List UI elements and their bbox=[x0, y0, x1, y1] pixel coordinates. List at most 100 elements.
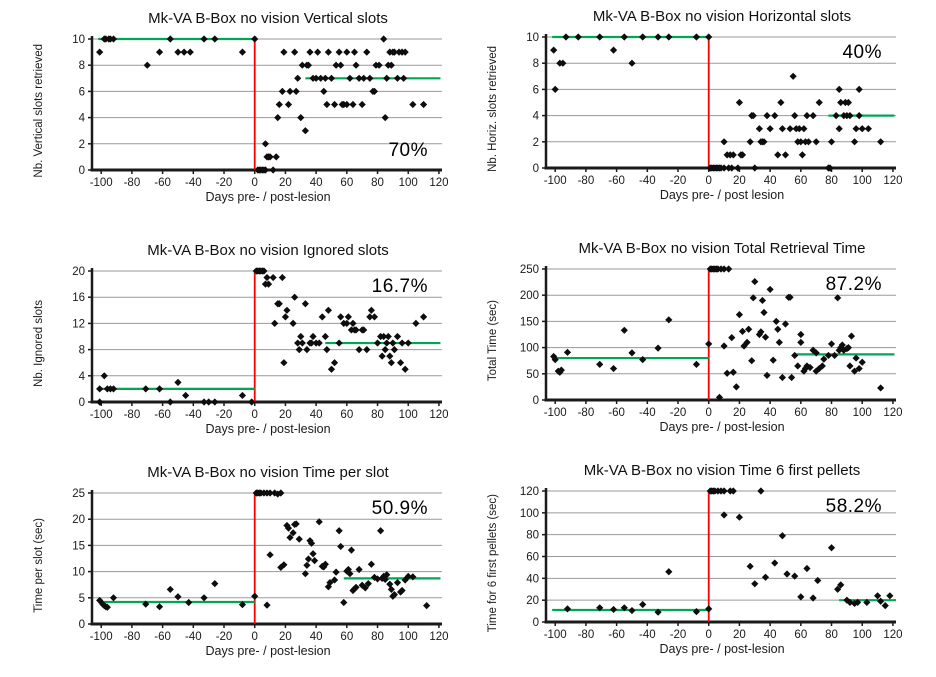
svg-text:60: 60 bbox=[794, 175, 807, 187]
svg-text:-60: -60 bbox=[608, 175, 625, 187]
svg-text:-40: -40 bbox=[639, 407, 656, 419]
svg-text:0: 0 bbox=[79, 397, 85, 409]
svg-text:60: 60 bbox=[526, 552, 539, 564]
svg-text:-40: -40 bbox=[185, 409, 202, 421]
svg-text:16: 16 bbox=[72, 292, 85, 304]
y-axis-label: Total Time (sec) bbox=[487, 300, 499, 382]
svg-text:150: 150 bbox=[520, 316, 539, 328]
svg-text:80: 80 bbox=[825, 629, 838, 641]
svg-text:200: 200 bbox=[520, 290, 539, 302]
svg-text:0: 0 bbox=[252, 409, 258, 421]
svg-text:100: 100 bbox=[520, 343, 539, 355]
svg-text:120: 120 bbox=[429, 177, 448, 189]
svg-text:8: 8 bbox=[533, 58, 539, 70]
svg-text:120: 120 bbox=[429, 409, 448, 421]
svg-text:0: 0 bbox=[252, 631, 258, 643]
svg-text:-80: -80 bbox=[124, 631, 141, 643]
svg-text:0: 0 bbox=[533, 617, 539, 629]
svg-text:20: 20 bbox=[72, 266, 85, 278]
svg-text:100: 100 bbox=[399, 409, 418, 421]
svg-text:20: 20 bbox=[733, 175, 746, 187]
svg-text:-20: -20 bbox=[216, 177, 233, 189]
svg-text:10: 10 bbox=[72, 567, 85, 579]
svg-text:100: 100 bbox=[853, 175, 872, 187]
y-axis-label: Nb. Horiz. slots retrieved bbox=[487, 46, 499, 172]
svg-text:10: 10 bbox=[72, 34, 85, 46]
plot-area: 0 50 100 150 200 250 -100 -80 -60 -40 -20 0 20 40 60 80… bbox=[520, 264, 902, 419]
svg-text:-40: -40 bbox=[185, 631, 202, 643]
svg-text:-60: -60 bbox=[154, 631, 171, 643]
svg-text:40: 40 bbox=[310, 177, 323, 189]
svg-text:60: 60 bbox=[340, 177, 353, 189]
svg-text:80: 80 bbox=[825, 175, 838, 187]
svg-text:20: 20 bbox=[72, 514, 85, 526]
svg-text:20: 20 bbox=[279, 177, 292, 189]
svg-text:60: 60 bbox=[340, 409, 353, 421]
svg-text:10: 10 bbox=[526, 32, 539, 44]
y-axis-label: Time for 6 first pellets (sec) bbox=[487, 493, 499, 633]
svg-text:60: 60 bbox=[794, 629, 807, 641]
chart-time-per-slot: Mk-VA B-Box no vision Time per slot Time… bbox=[30, 462, 450, 664]
svg-text:-40: -40 bbox=[639, 629, 656, 641]
svg-text:120: 120 bbox=[883, 629, 902, 641]
svg-text:100: 100 bbox=[853, 407, 872, 419]
svg-text:80: 80 bbox=[371, 631, 384, 643]
svg-text:0: 0 bbox=[79, 165, 85, 177]
svg-text:12: 12 bbox=[72, 318, 85, 330]
svg-text:-60: -60 bbox=[608, 629, 625, 641]
svg-text:-20: -20 bbox=[670, 175, 687, 187]
svg-text:-100: -100 bbox=[544, 175, 567, 187]
svg-text:20: 20 bbox=[279, 631, 292, 643]
svg-text:80: 80 bbox=[371, 409, 384, 421]
svg-text:120: 120 bbox=[883, 175, 902, 187]
svg-text:-80: -80 bbox=[578, 407, 595, 419]
success-rate-annotation: 16.7% bbox=[371, 276, 428, 297]
svg-text:-100: -100 bbox=[90, 177, 113, 189]
svg-text:-80: -80 bbox=[124, 409, 141, 421]
chart-horizontal-slots: Mk-VA B-Box no vision Horizontal slots N… bbox=[484, 6, 904, 208]
svg-text:60: 60 bbox=[794, 407, 807, 419]
chart-total-retrieval-time: Mk-VA B-Box no vision Total Retrieval Ti… bbox=[484, 238, 904, 440]
svg-text:0: 0 bbox=[533, 395, 539, 407]
chart-title: Mk-VA B-Box no vision Horizontal slots bbox=[592, 8, 852, 25]
svg-text:-80: -80 bbox=[578, 629, 595, 641]
svg-text:-80: -80 bbox=[578, 175, 595, 187]
svg-text:4: 4 bbox=[533, 111, 540, 123]
chart-title: Mk-VA B-Box no vision Vertical slots bbox=[148, 10, 388, 27]
x-axis-label: Days pre- / post-lesion bbox=[659, 420, 785, 434]
y-axis-label: Time per slot (sec) bbox=[33, 517, 45, 613]
plot-area: 0 2 4 6 8 10 -100 -80 -60 -40 -20 0 20 40 60 80 100 120 bbox=[72, 34, 448, 189]
svg-text:-100: -100 bbox=[544, 407, 567, 419]
svg-text:100: 100 bbox=[520, 508, 539, 520]
svg-text:0: 0 bbox=[252, 177, 258, 189]
y-axis-label: Nb. Ignored slots bbox=[33, 299, 45, 387]
svg-text:-60: -60 bbox=[154, 409, 171, 421]
svg-text:80: 80 bbox=[371, 177, 384, 189]
svg-text:80: 80 bbox=[526, 530, 539, 542]
x-axis-label: Days pre- / post-lesion bbox=[659, 642, 785, 656]
success-rate-annotation: 87.2% bbox=[825, 274, 882, 295]
svg-text:120: 120 bbox=[883, 407, 902, 419]
svg-text:80: 80 bbox=[825, 407, 838, 419]
svg-text:100: 100 bbox=[853, 629, 872, 641]
svg-text:20: 20 bbox=[279, 409, 292, 421]
svg-text:-40: -40 bbox=[185, 177, 202, 189]
svg-text:-40: -40 bbox=[639, 175, 656, 187]
svg-text:120: 120 bbox=[429, 631, 448, 643]
chart-vertical-slots: Mk-VA B-Box no vision Vertical slots Nb.… bbox=[30, 8, 450, 210]
svg-text:0: 0 bbox=[533, 163, 539, 175]
svg-text:40: 40 bbox=[764, 407, 777, 419]
svg-text:25: 25 bbox=[72, 488, 85, 500]
svg-text:-100: -100 bbox=[90, 409, 113, 421]
svg-text:-100: -100 bbox=[544, 629, 567, 641]
chart-ignored-slots: Mk-VA B-Box no vision Ignored slots Nb. … bbox=[30, 240, 450, 442]
svg-text:100: 100 bbox=[399, 177, 418, 189]
plot-area: 0 4 8 12 16 20 -100 -80 -60 -40 -20 0 20 40 60 80 100 120 bbox=[72, 266, 448, 421]
svg-text:0: 0 bbox=[79, 619, 85, 631]
svg-text:-60: -60 bbox=[608, 407, 625, 419]
svg-text:5: 5 bbox=[79, 593, 85, 605]
x-axis-label: Days pre- / post-lesion bbox=[205, 422, 331, 436]
svg-text:20: 20 bbox=[526, 595, 539, 607]
x-axis-label: Days pre- / post-lesion bbox=[205, 190, 331, 204]
